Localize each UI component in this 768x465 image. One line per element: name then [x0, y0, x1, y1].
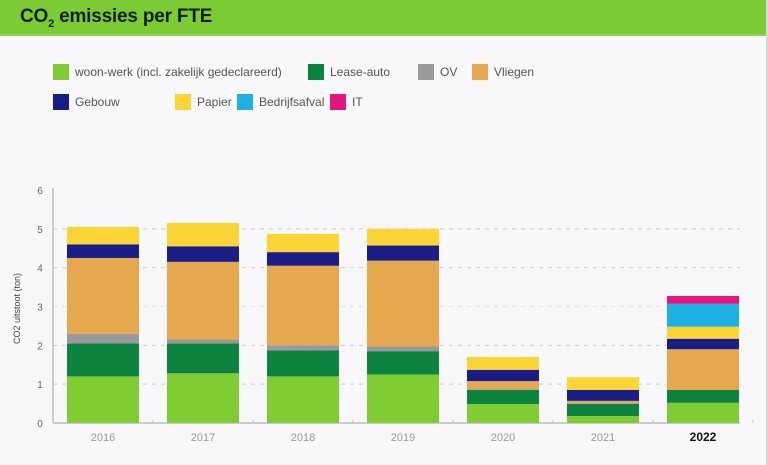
bar-segment — [467, 381, 539, 390]
title-subscript: 2 — [48, 17, 55, 30]
right-border — [766, 0, 768, 465]
legend-swatch — [53, 64, 69, 80]
legend-label: Vliegen — [494, 65, 535, 79]
legend-label: Gebouw — [75, 95, 120, 109]
bar-segment — [167, 343, 239, 374]
bar-segment — [367, 260, 439, 347]
bar-segment — [467, 389, 539, 390]
x-tick-label: 2019 — [391, 432, 415, 444]
bar-segment — [667, 349, 739, 390]
bar-segment — [667, 296, 739, 304]
bar-segment — [67, 333, 139, 344]
bar-segment — [67, 226, 139, 245]
bar-segment — [167, 223, 239, 247]
x-tick-label: 2018 — [291, 432, 315, 444]
legend-item: IT — [330, 94, 363, 110]
bar-segment — [167, 261, 239, 340]
bar-segment — [467, 369, 539, 382]
bar-segment — [267, 265, 339, 346]
legend-label: Papier — [197, 95, 232, 109]
y-tick-label: 6 — [37, 186, 43, 197]
bar-segment — [67, 376, 139, 423]
bar-segment — [667, 402, 739, 423]
bar-segment — [67, 343, 139, 377]
bar-segment — [367, 245, 439, 261]
y-tick-label: 2 — [37, 341, 43, 352]
bar-segment — [167, 246, 239, 262]
x-tick-label: 2021 — [591, 432, 615, 444]
bar-segment — [167, 339, 239, 344]
legend-label: Bedrijfsafval — [259, 95, 325, 109]
legend-item: Lease-auto — [308, 64, 390, 80]
chart-header: CO2 emissies per FTE — [0, 0, 766, 36]
legend-label: IT — [352, 95, 363, 109]
bar-segment — [67, 257, 139, 334]
y-tick-label: 1 — [37, 380, 43, 391]
legend-label: woon-werk (incl. zakelijk gedeclareerd) — [75, 65, 282, 79]
x-tick-label: 2022 — [690, 430, 717, 444]
y-tick-label: 0 — [37, 419, 43, 430]
bar-segment — [167, 373, 239, 423]
bar-segment — [667, 303, 739, 327]
bar-segment — [267, 233, 339, 253]
legend-item: Bedrijfsafval — [237, 94, 324, 110]
bar-segment — [567, 403, 639, 417]
bar-segment — [567, 403, 639, 404]
bar-segment — [567, 377, 639, 390]
bar-segment — [667, 389, 739, 403]
legend-swatch — [418, 64, 434, 80]
bar-segment — [567, 389, 639, 401]
legend-item: OV — [418, 64, 457, 80]
bar-segment — [267, 345, 339, 351]
legend-label: OV — [440, 65, 458, 79]
bar-segment — [267, 350, 339, 377]
legend-item: woon-werk (incl. zakelijk gedeclareerd) — [53, 64, 282, 80]
bar-segment — [67, 244, 139, 258]
bar-segment — [367, 346, 439, 352]
title-main: CO — [20, 6, 49, 27]
legend-swatch — [53, 94, 69, 110]
bar-segment — [267, 376, 339, 423]
y-tick-label: 5 — [37, 225, 43, 236]
bar-segment — [667, 326, 739, 339]
x-tick-label: 2020 — [491, 432, 515, 444]
bar-segment — [367, 351, 439, 375]
bar-segment — [667, 338, 739, 350]
bar-segment — [267, 252, 339, 266]
legend-label: Lease-auto — [330, 65, 391, 79]
title-rest: emissies per FTE — [54, 6, 213, 27]
bar-segment — [467, 403, 539, 423]
bar-segment — [567, 400, 639, 404]
legend-swatch — [237, 94, 253, 110]
legend-item: Gebouw — [53, 94, 120, 110]
x-tick-label: 2016 — [91, 432, 115, 444]
y-tick-label: 4 — [37, 264, 43, 275]
bar-segment — [467, 389, 539, 404]
bar-segment — [567, 416, 639, 423]
legend-item: Vliegen — [472, 64, 534, 80]
legend-swatch — [175, 94, 191, 110]
chart-title: CO2 emissies per FTE — [20, 6, 212, 30]
legend-swatch — [472, 64, 488, 80]
legend-swatch — [308, 64, 324, 80]
bar-segment — [367, 374, 439, 423]
y-tick-label: 3 — [37, 303, 43, 314]
legend-swatch — [330, 94, 346, 110]
legend-item: Papier — [175, 94, 232, 110]
bar-segment — [467, 356, 539, 370]
bar-segment — [367, 228, 439, 246]
y-axis-title: CO2 uitstoot (ton) — [12, 273, 22, 344]
x-tick-label: 2017 — [191, 432, 215, 444]
